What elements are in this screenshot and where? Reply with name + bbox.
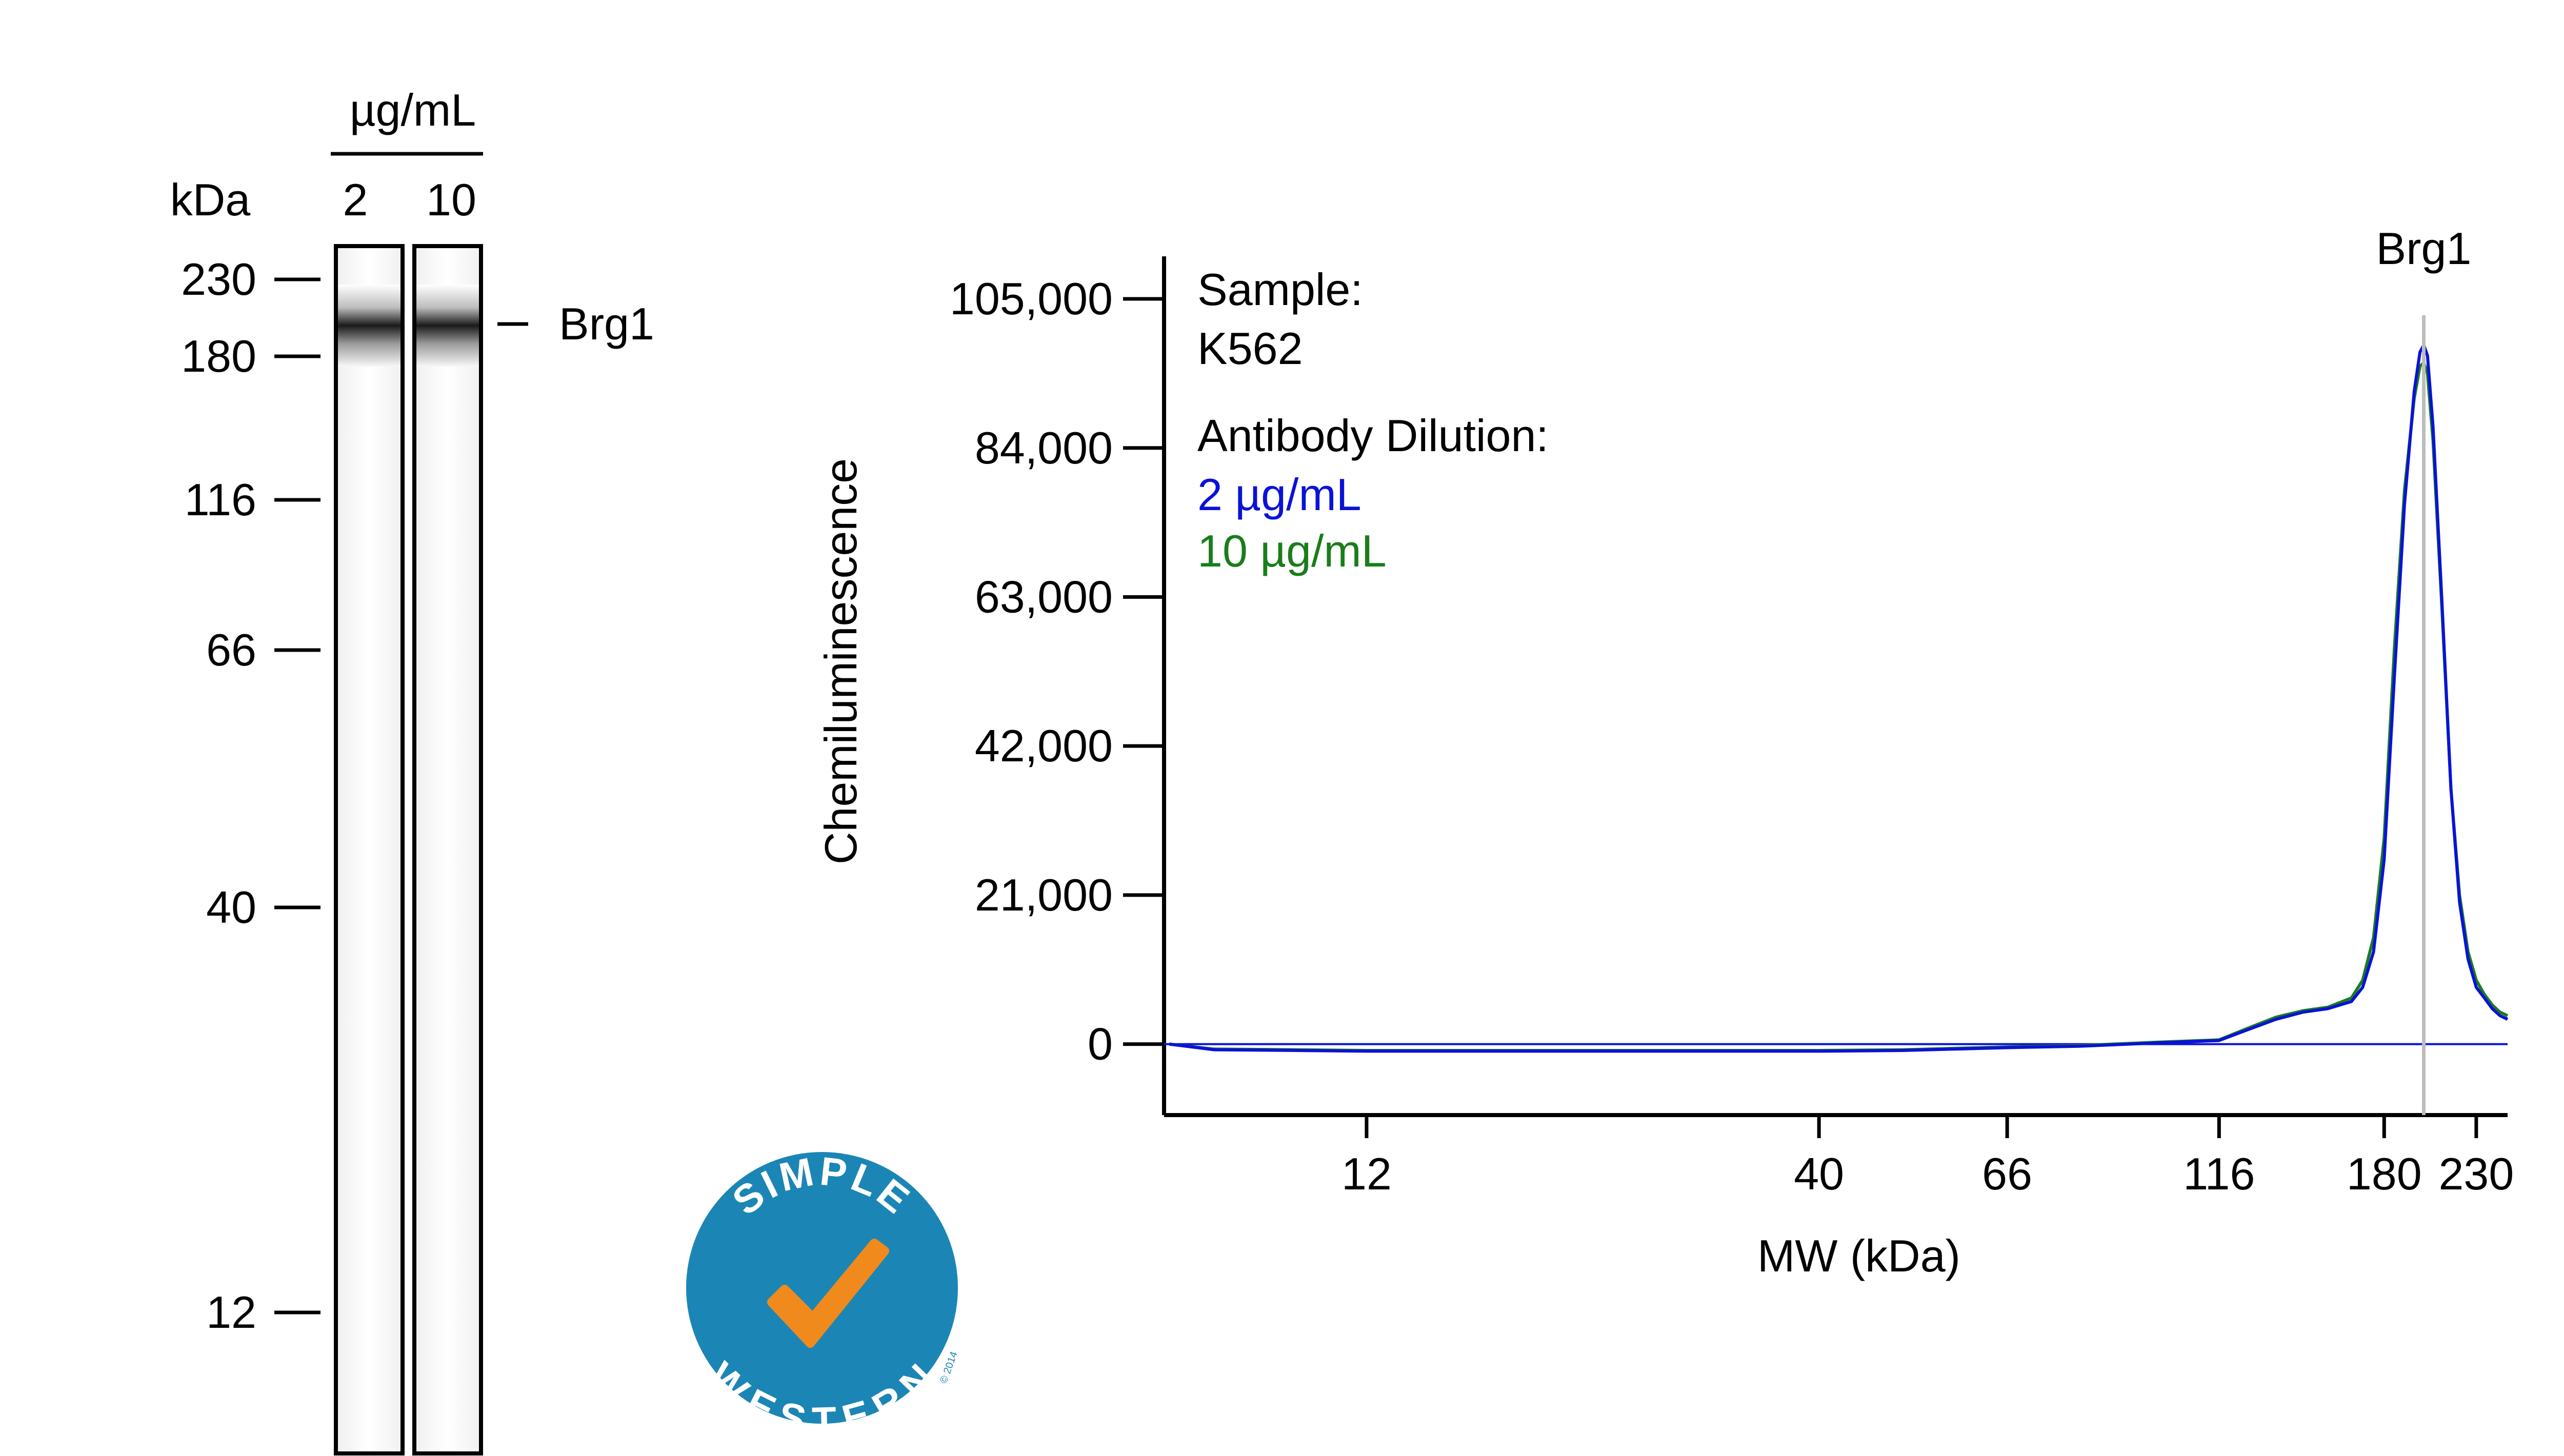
x-tick-label-3: 116	[2183, 1148, 2255, 1199]
y-tick-label-0: 0	[1088, 1019, 1113, 1069]
gel-lane-2	[412, 244, 483, 1455]
ladder-label-12: 12	[206, 1287, 256, 1338]
band-label: Brg1	[559, 298, 654, 349]
lane-label-2: 10	[426, 174, 476, 225]
check-icon	[767, 1239, 889, 1348]
simple-western-logo: SIMPLE WESTERN © 2014	[686, 1148, 960, 1444]
logo-copyright: © 2014	[938, 1350, 960, 1385]
chart-peak-marker: Brg1	[2376, 223, 2472, 1115]
band-lane-1	[336, 285, 403, 367]
x-axis-label: MW (kDa)	[1757, 1230, 1960, 1281]
chart-series	[1169, 343, 2509, 1053]
x-tick-label-1: 40	[1794, 1148, 1844, 1199]
ladder-label-116: 116	[185, 474, 256, 525]
conc-unit-label: µg/mL	[350, 85, 476, 135]
x-tick-label-2: 66	[1982, 1148, 2032, 1199]
sample-label: Sample:	[1197, 264, 1363, 315]
y-tick-label-4: 84,000	[975, 422, 1113, 473]
chart-ticks: 0 21,000 42,000 63,000 84,000 105,000 12 40 66 11…	[950, 273, 2514, 1199]
chart-annotation: Sample: K562 Antibody Dilution: 2 µg/mL …	[1197, 264, 1549, 576]
ladder-label-230: 230	[181, 254, 256, 305]
lane-label-1: 2	[343, 174, 368, 225]
gel-lane-1	[334, 244, 405, 1455]
kda-label: kDa	[170, 174, 251, 225]
y-axis-label: Chemiluminescence	[815, 458, 866, 864]
series-line-1	[1169, 343, 2509, 1053]
legend-series-1: 2 µg/mL	[1197, 469, 1361, 520]
ladder-label-180: 180	[181, 331, 256, 381]
gel-panel: µg/mL kDa 2 10 230 180 116 66 40	[170, 85, 654, 1455]
dilution-label: Antibody Dilution:	[1197, 410, 1549, 461]
ladder-label-40: 40	[206, 882, 256, 933]
logo-circle	[686, 1152, 958, 1424]
sample-value: K562	[1197, 323, 1303, 374]
y-tick-label-1: 21,000	[975, 869, 1113, 920]
series-line-2	[1169, 361, 2509, 1052]
x-tick-label-5: 230	[2438, 1148, 2514, 1199]
legend-series-2: 10 µg/mL	[1197, 525, 1387, 576]
y-tick-label-5: 105,000	[950, 273, 1113, 324]
x-tick-label-4: 180	[2347, 1148, 2422, 1199]
ladder-label-66: 66	[206, 624, 256, 675]
chart-axes	[1162, 256, 2508, 1117]
x-tick-label-0: 12	[1341, 1148, 1392, 1199]
band-lane-2	[414, 285, 481, 367]
ladder: 230 180 116 66 40 12	[181, 254, 320, 1338]
chart: Brg1 0 21,000 42,000 63,000 84,000 105,000 12 4…	[815, 223, 2514, 1281]
peak-marker-label: Brg1	[2376, 223, 2472, 274]
y-tick-label-3: 63,000	[975, 571, 1113, 622]
y-tick-label-2: 42,000	[975, 720, 1113, 771]
